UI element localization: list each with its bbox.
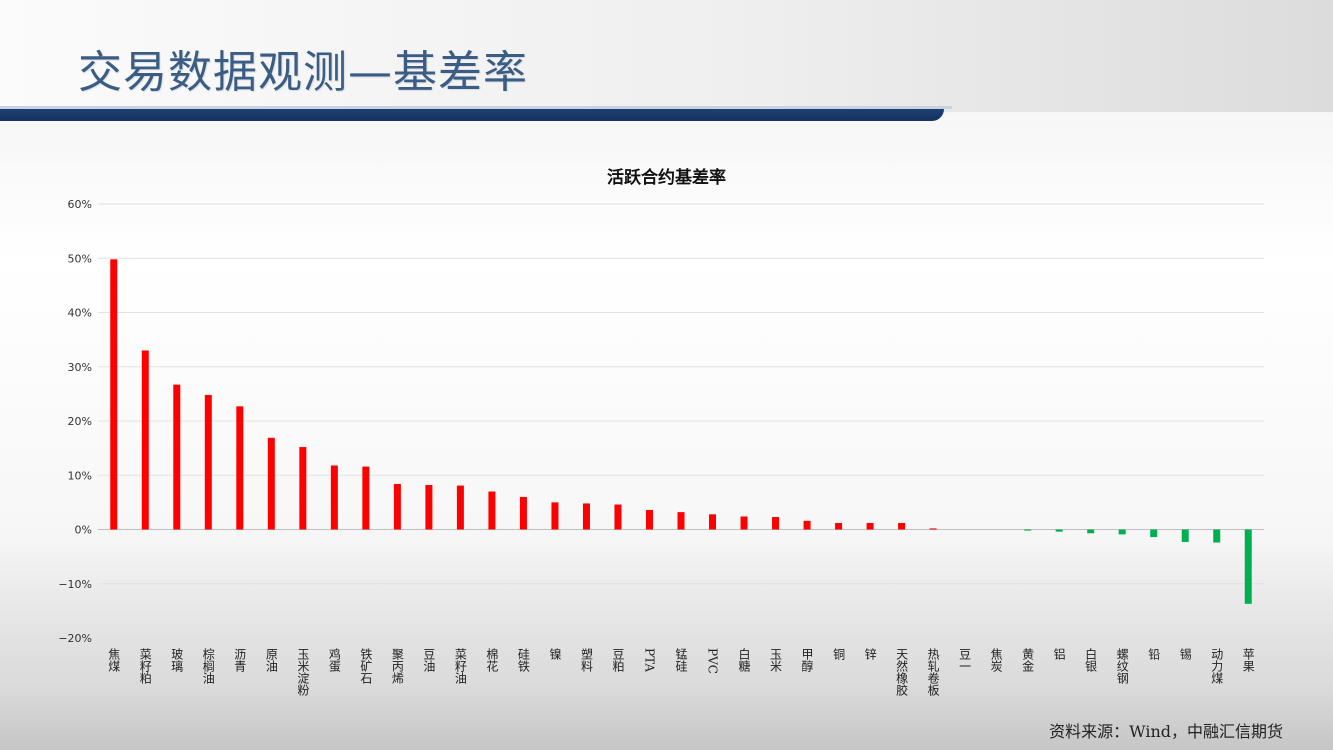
bar	[1055, 529, 1063, 532]
x-tick-label: PTA	[642, 648, 656, 672]
y-tick-label: 40%	[68, 307, 92, 320]
header-rule-highlight	[0, 106, 952, 109]
header-band	[0, 0, 1333, 112]
x-tick-label: 玉米	[769, 648, 783, 672]
x-tick-label: 菜籽油	[453, 648, 467, 684]
bar	[645, 509, 653, 530]
x-tick-label: 棕榈油	[201, 647, 215, 684]
bar	[330, 465, 338, 530]
x-tick-label: 动力煤	[1210, 648, 1224, 684]
x-tick-label: 螺纹钢	[1115, 648, 1129, 684]
bar	[898, 522, 906, 530]
bar	[1181, 529, 1189, 542]
bar	[677, 512, 685, 530]
bar	[866, 522, 874, 530]
x-tick-label: 豆油	[422, 648, 436, 672]
bar	[929, 528, 937, 530]
x-tick-label: 白糖	[737, 647, 751, 673]
bar	[173, 384, 181, 530]
x-tick-label: 热轧卷板	[926, 648, 940, 697]
x-tick-label: 铜	[832, 647, 846, 660]
bar	[299, 447, 307, 530]
x-tick-label: 锰硅	[674, 647, 688, 672]
x-tick-label: 锡	[1178, 647, 1192, 661]
x-tick-label: 铝	[1052, 647, 1066, 660]
y-tick-label: −20%	[58, 632, 92, 645]
y-tick-label: 0%	[75, 524, 92, 537]
x-tick-label: 铁矿石	[359, 648, 373, 684]
x-tick-label: 焦煤	[107, 648, 121, 672]
bar	[110, 259, 118, 530]
bar	[519, 496, 527, 530]
background-skyline	[0, 540, 1333, 750]
source-note: 资料来源：Wind，中融汇信期货	[1049, 722, 1283, 741]
bar	[236, 406, 244, 530]
bar	[267, 437, 275, 530]
bar	[740, 516, 748, 530]
x-tick-label: 铅	[1147, 648, 1161, 660]
bar	[582, 503, 590, 530]
bar	[204, 394, 212, 530]
bar	[1213, 529, 1221, 543]
x-tick-label: 豆粕	[611, 648, 625, 672]
x-tick-label: 焦炭	[989, 648, 1003, 673]
bar	[1244, 529, 1252, 604]
bar	[614, 504, 622, 530]
x-tick-label: 沥青	[233, 648, 247, 673]
y-tick-label: 10%	[68, 469, 92, 482]
bar	[141, 350, 149, 530]
bar	[362, 466, 370, 530]
x-tick-label: 锌	[863, 648, 877, 660]
bar	[1024, 529, 1032, 531]
bar	[393, 483, 401, 530]
x-tick-label: 白银	[1084, 647, 1098, 672]
x-tick-label: 原油	[264, 648, 278, 672]
x-tick-label: 塑料	[579, 647, 593, 672]
bar	[835, 522, 843, 530]
y-tick-label: 60%	[68, 198, 92, 211]
chart-title: 活跃合约基差率	[607, 168, 726, 188]
x-tick-label: 棉花	[485, 648, 499, 673]
bar	[425, 485, 433, 530]
y-tick-label: 20%	[68, 415, 92, 428]
bar	[1150, 529, 1158, 538]
x-tick-label: 鸡蛋	[327, 647, 341, 673]
y-tick-label: −10%	[58, 578, 92, 591]
x-tick-label: 甲醇	[800, 648, 814, 672]
page-title: 交易数据观测—基差率	[78, 47, 528, 98]
bar	[709, 514, 717, 530]
bar	[1087, 529, 1095, 534]
x-tick-label: 玻璃	[170, 648, 184, 673]
bar	[1118, 529, 1126, 535]
header-rule	[0, 109, 944, 121]
x-tick-label: 硅铁	[516, 648, 530, 672]
x-tick-label: 菜籽粕	[138, 648, 152, 684]
x-tick-label: 苹果	[1241, 648, 1255, 672]
bar	[551, 502, 559, 530]
y-tick-label: 50%	[68, 252, 92, 265]
bar	[772, 517, 780, 530]
x-tick-label: 聚丙烯	[390, 648, 404, 684]
x-tick-label: PVC	[706, 648, 720, 674]
x-tick-label: 豆一	[958, 648, 972, 672]
x-tick-label: 黄金	[1021, 648, 1035, 672]
x-tick-label: 天然橡胶	[895, 648, 909, 697]
x-tick-label: 镍	[548, 648, 562, 660]
bar	[488, 491, 496, 530]
y-tick-label: 30%	[68, 361, 92, 374]
bar	[456, 485, 464, 530]
x-tick-label: 玉米淀粉	[296, 648, 310, 696]
bar	[803, 520, 811, 530]
